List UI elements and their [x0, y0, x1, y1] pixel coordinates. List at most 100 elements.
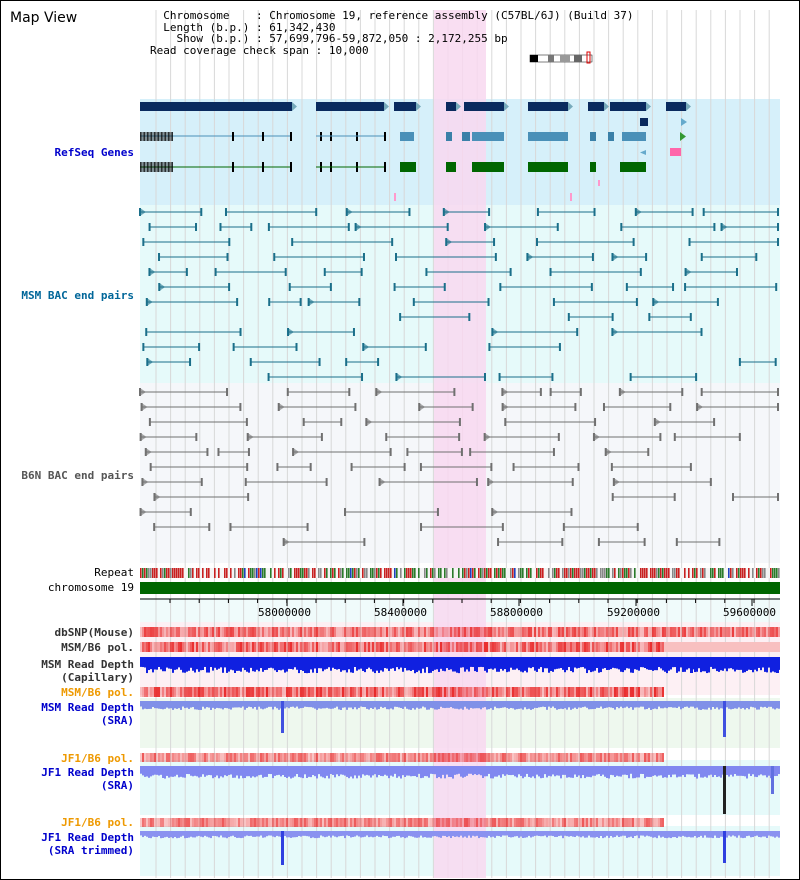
- dbsnp-density: [216, 627, 218, 637]
- track-label-repeat[interactable]: Repeat: [94, 566, 134, 579]
- b6n-bac-end: [246, 463, 249, 471]
- dbsnp-density: [340, 627, 342, 637]
- repeat-element: [234, 568, 236, 578]
- msm-pol-density: [522, 642, 524, 652]
- track-label-b6n-bac[interactable]: B6N BAC end pairs: [21, 469, 134, 482]
- msm-cap-depth: [636, 657, 638, 670]
- msm-pol-density: [320, 642, 322, 652]
- jf1-sra-depth: [504, 766, 506, 776]
- jf1-sra-depth: [544, 766, 546, 775]
- msm-cap-depth: [596, 657, 598, 668]
- msm-sra-depth: [298, 701, 300, 709]
- msm-sra-depth: [224, 701, 226, 708]
- msm-pol-density: [360, 642, 362, 652]
- msm-cap-depth: [294, 657, 296, 668]
- msm-pol-density: [546, 642, 548, 652]
- track-label-msm-depth-sra[interactable]: MSM Read Depth: [41, 701, 134, 714]
- msm-pol2-density: [280, 687, 282, 697]
- jf1-pol2-density: [646, 818, 648, 827]
- msm-pol-density: [612, 642, 614, 652]
- b6n-bac-end: [675, 538, 678, 546]
- msm-pol2-density: [208, 687, 210, 697]
- exon: [152, 132, 154, 141]
- msm-sra-depth: [336, 701, 338, 707]
- dbsnp-density: [716, 627, 718, 637]
- repeat-element: [624, 568, 626, 578]
- msm-pol-density: [140, 642, 142, 652]
- msm-bac-end: [611, 313, 614, 321]
- msm-pol-density: [492, 642, 494, 652]
- chromosome-value: Chromosome 19, reference assembly (C57BL…: [269, 9, 634, 22]
- jf1-sra-depth: [532, 766, 534, 777]
- jf1-pol-density: [590, 753, 592, 762]
- b6n-bac-end: [571, 478, 574, 486]
- msm-sra-depth: [186, 701, 188, 708]
- track-label-jf1-b6-pol-1[interactable]: JF1/B6 pol.: [61, 752, 134, 765]
- jf1-trim-depth: [148, 831, 150, 838]
- jf1-pol2-density: [184, 818, 186, 827]
- b6n-bac-arrow: [140, 508, 147, 516]
- track-label-dbsnp[interactable]: dbSNP(Mouse): [54, 626, 134, 639]
- track-label-msm-b6-pol-2[interactable]: MSM/B6 pol.: [61, 686, 134, 699]
- repeat-element: [742, 568, 744, 578]
- jf1-sra-depth: [374, 766, 376, 775]
- msm-bac-end: [632, 238, 635, 246]
- track-label-refseq-genes[interactable]: RefSeq Genes: [54, 146, 134, 159]
- jf1-trim-depth: [546, 831, 548, 838]
- msm-sra-depth: [536, 701, 538, 709]
- jf1-pol-density: [164, 753, 166, 762]
- repeat-element: [554, 568, 556, 578]
- b6n-bac-end: [561, 538, 564, 546]
- msm-cap-depth: [688, 657, 690, 669]
- jf1-sra-depth: [176, 766, 178, 775]
- msm-pol-density: [646, 642, 648, 652]
- msm-pol2-density: [652, 687, 654, 697]
- jf1-pol2-density: [424, 818, 426, 827]
- jf1-sra-depth: [214, 766, 216, 778]
- jf1-trim-depth: [172, 831, 174, 839]
- msm-pol2-density: [386, 687, 388, 697]
- msm-pol-density: [328, 642, 330, 652]
- track-label-jf1-depth-sra[interactable]: JF1 Read Depth: [41, 766, 134, 779]
- msm-cap-depth: [764, 657, 766, 672]
- track-label-msm-b6-pol-1[interactable]: MSM/B6 pol.: [61, 641, 134, 654]
- repeat-element: [206, 568, 208, 578]
- jf1-pol2-density: [332, 818, 334, 827]
- jf1-pol-density: [344, 753, 346, 762]
- track-label-msm-depth-capillary[interactable]: MSM Read Depth: [41, 658, 134, 671]
- jf1-pol2-density: [538, 818, 540, 827]
- dbsnp-density: [558, 627, 560, 637]
- jf1-sra-depth: [168, 766, 170, 778]
- msm-bac-end: [299, 298, 302, 306]
- dbsnp-density: [394, 627, 396, 637]
- msm-pol-density: [386, 642, 388, 652]
- track-label-jf1-depth-trimmed[interactable]: JF1 Read Depth: [41, 831, 134, 844]
- track-label-msm-bac[interactable]: MSM BAC end pairs: [21, 289, 134, 302]
- track-label-chromosome[interactable]: chromosome 19: [47, 581, 134, 594]
- jf1-pol-density: [216, 753, 218, 762]
- msm-cap-depth: [320, 657, 322, 669]
- b6n-bac-end: [189, 508, 192, 516]
- exon: [144, 132, 145, 141]
- track-label-jf1-b6-pol-2[interactable]: JF1/B6 pol.: [61, 816, 134, 829]
- jf1-trim-depth: [480, 831, 482, 838]
- msm-cap-depth: [530, 657, 532, 669]
- msm-cap-depth: [186, 657, 188, 672]
- msm-pol-density: [548, 642, 550, 652]
- jf1-pol2-density: [318, 818, 320, 827]
- jf1-pol2-density: [310, 818, 312, 827]
- msm-pol2-density: [418, 687, 420, 697]
- jf1-sra-depth: [280, 766, 282, 777]
- jf1-pol-density: [460, 753, 462, 762]
- repeat-element: [744, 568, 746, 578]
- msm-pol-density: [160, 642, 162, 652]
- msm-pol-density: [478, 642, 480, 652]
- msm-sra-depth: [432, 701, 434, 709]
- msm-pol-density: [186, 642, 188, 652]
- msm-pol-density: [184, 642, 186, 652]
- jf1-trim-depth: [430, 831, 432, 838]
- jf1-pol2-density: [142, 818, 144, 827]
- repeat-element: [354, 568, 356, 578]
- jf1-sra-depth: [692, 766, 694, 775]
